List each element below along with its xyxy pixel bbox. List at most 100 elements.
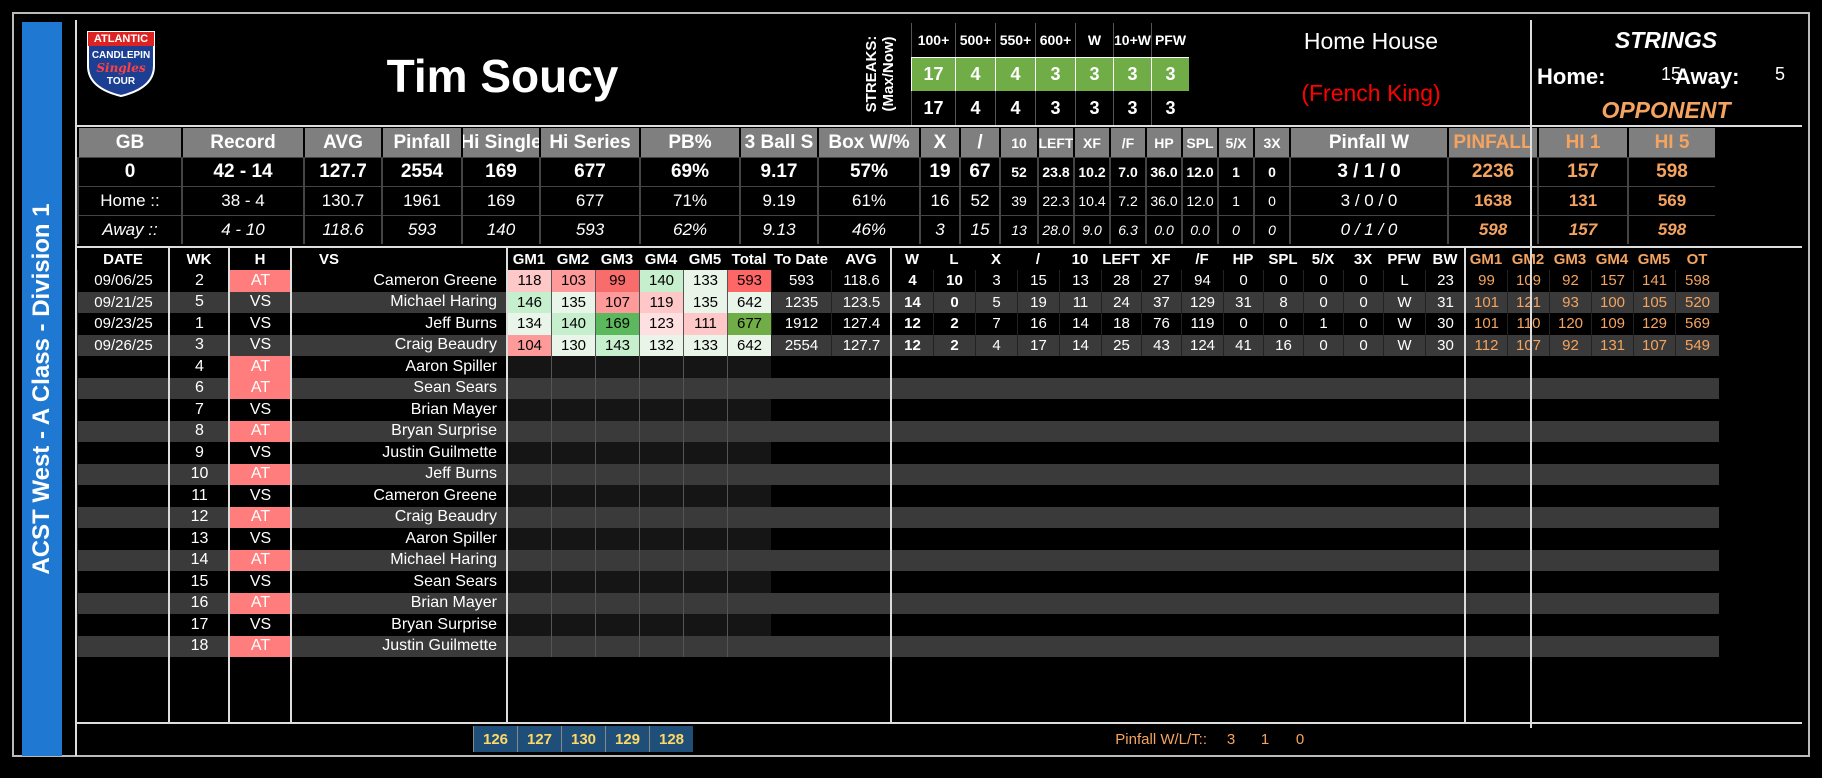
to-date: 1912	[771, 313, 831, 335]
box-wins: 4	[891, 270, 933, 292]
game-score: 111	[683, 313, 727, 335]
game-score	[551, 635, 595, 657]
divider	[75, 722, 1802, 724]
game-score	[683, 399, 727, 421]
stat-cell: 7	[975, 313, 1017, 335]
opponent-game: 109	[1507, 270, 1549, 292]
summary-header: PINFALL	[1447, 128, 1537, 157]
game-date: 09/26/25	[77, 334, 169, 356]
game-date	[77, 485, 169, 507]
stat-cell: 16	[1263, 334, 1303, 356]
game-score	[595, 463, 639, 485]
game-date	[77, 571, 169, 593]
game-score	[683, 485, 727, 507]
games-header: GM1	[512, 250, 546, 268]
game-row	[77, 442, 1719, 464]
streak-max: 17	[911, 57, 955, 91]
stat-cell: 18	[1101, 313, 1141, 335]
summary-header: HP	[1145, 128, 1181, 157]
summary-cell: 9.13	[739, 215, 817, 244]
game-date	[77, 399, 169, 421]
summary-cell: 1638	[1447, 186, 1537, 215]
stat-cell: 19	[1017, 291, 1059, 313]
opponent-game: 598	[1675, 270, 1719, 292]
game-week: 5	[169, 291, 229, 313]
game-row	[77, 270, 1719, 292]
game-week: 11	[169, 485, 229, 507]
summary-cell: 0	[1253, 186, 1289, 215]
game-score	[639, 549, 683, 571]
streak-header: 600+	[1035, 23, 1075, 57]
game-row	[77, 528, 1719, 550]
logo-line-1: ATLANTIC	[93, 33, 149, 45]
streak-now: 4	[955, 91, 995, 125]
stat-cell: 30	[1425, 334, 1465, 356]
opponent-game: 120	[1549, 313, 1591, 335]
games-header: PFW	[1387, 250, 1421, 268]
opponent-game: 107	[1507, 334, 1549, 356]
summary-header: HI 1	[1537, 128, 1627, 157]
game-week: 9	[169, 442, 229, 464]
games-header: XF	[1151, 250, 1171, 268]
stat-cell: 4	[975, 334, 1017, 356]
opponent-name: Cameron Greene	[291, 270, 507, 292]
game-average: 130	[561, 726, 605, 752]
opponent-name: Bryan Surprise	[291, 420, 507, 442]
game-score	[551, 463, 595, 485]
game-score	[639, 506, 683, 528]
stat-cell: 14	[1059, 334, 1101, 356]
games-header: GM3	[1553, 250, 1587, 268]
summary-cell: 62%	[639, 215, 739, 244]
series-total	[727, 442, 771, 464]
games-header: VS	[319, 250, 340, 268]
summary-header: SPL	[1181, 128, 1217, 157]
opponent-game: 110	[1507, 313, 1549, 335]
home-away-flag: AT	[229, 635, 291, 657]
opponent-game: 157	[1591, 270, 1633, 292]
game-average: 128	[649, 726, 693, 752]
stat-cell: 3	[975, 270, 1017, 292]
summary-cell: 10.4	[1073, 186, 1109, 215]
strings-home-away: Home: 15 Away: 5	[1531, 60, 1801, 94]
opponent-label: OPPONENT	[1601, 96, 1731, 123]
home-away-flag: AT	[229, 592, 291, 614]
summary-cell: 598	[1447, 215, 1537, 244]
summary-cell: 598	[1627, 215, 1715, 244]
opponent-name: Cameron Greene	[291, 485, 507, 507]
streak-header: W	[1075, 23, 1113, 57]
game-score	[639, 571, 683, 593]
divider	[75, 20, 77, 756]
summary-header: Pinfall W	[1289, 128, 1447, 157]
home-away-flag: VS	[229, 442, 291, 464]
stat-cell: 124	[1181, 334, 1223, 356]
summary-header: 5/X	[1217, 128, 1253, 157]
game-score	[595, 377, 639, 399]
streaks-label: STREAKS:	[863, 35, 880, 113]
home-house-name: (French King)	[1301, 79, 1441, 106]
games-header: GM4	[1595, 250, 1629, 268]
stat-cell: 37	[1141, 291, 1181, 313]
game-row	[77, 635, 1719, 657]
pinfall-wlt-value: 1	[1260, 730, 1270, 748]
series-total	[727, 614, 771, 636]
game-score	[507, 485, 551, 507]
games-header: 3X	[1353, 250, 1373, 268]
game-score	[507, 528, 551, 550]
game-score	[507, 571, 551, 593]
game-row	[77, 463, 1719, 485]
home-away-flag: VS	[229, 313, 291, 335]
game-score	[639, 485, 683, 507]
box-losses: 2	[933, 313, 975, 335]
home-away-flag: VS	[229, 334, 291, 356]
game-row	[77, 420, 1719, 442]
series-total	[727, 377, 771, 399]
games-header: GM5	[688, 250, 722, 268]
stat-cell: 0	[1303, 291, 1343, 313]
stat-cell: 0	[1223, 313, 1263, 335]
game-week: 17	[169, 614, 229, 636]
games-header: GM2	[556, 250, 590, 268]
summary-cell: 593	[539, 215, 639, 244]
game-week: 6	[169, 377, 229, 399]
stat-cell: W	[1383, 291, 1425, 313]
summary-header: Box W/%	[817, 128, 919, 157]
